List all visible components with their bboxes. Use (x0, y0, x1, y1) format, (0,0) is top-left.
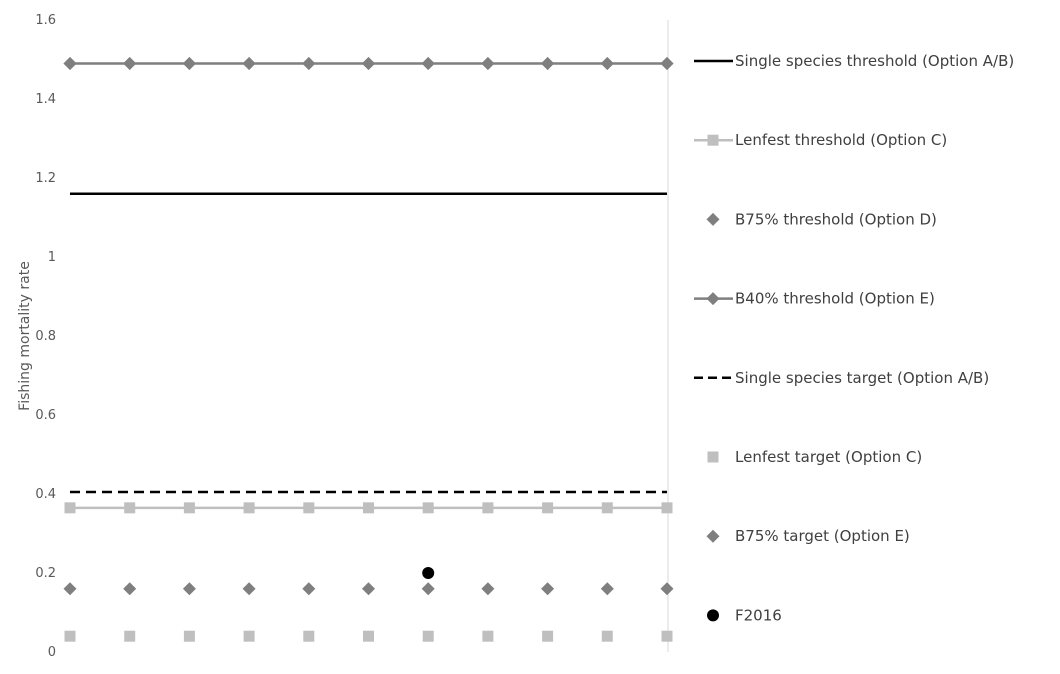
data-point (601, 502, 613, 514)
legend-label: Lenfest threshold (Option C) (735, 131, 947, 149)
data-point (124, 630, 136, 642)
data-point (182, 582, 196, 596)
legend-item: Lenfest target (Option C) (707, 448, 922, 466)
y-tick-label: 1 (48, 250, 56, 265)
series-1 (64, 502, 673, 514)
data-point (422, 567, 435, 579)
data-point (482, 502, 494, 514)
data-point (242, 582, 256, 596)
legend-item: B75% target (Option E) (706, 527, 910, 545)
data-point (243, 630, 255, 642)
y-tick-label: 0.2 (35, 566, 56, 581)
y-axis-ticks: 0 0.2 0.4 0.6 0.8 1 1.2 1.4 1.6 (35, 13, 56, 660)
data-point (482, 630, 494, 642)
y-axis-title: Fishing mortality rate (17, 261, 33, 411)
data-point (64, 502, 76, 514)
legend-key-marker (706, 529, 720, 543)
data-point (63, 56, 77, 70)
data-point (660, 582, 674, 596)
data-point (363, 502, 374, 514)
legend-label: Lenfest target (Option C) (735, 448, 922, 466)
data-point (600, 582, 614, 596)
legend-label: Single species target (Option A/B) (735, 369, 989, 387)
data-point (541, 56, 555, 70)
legend-label: B75% threshold (Option D) (735, 210, 937, 228)
data-point (542, 630, 554, 642)
data-point (481, 56, 495, 70)
data-point (422, 630, 434, 642)
legend-label: B75% target (Option E) (735, 527, 910, 545)
data-point (64, 630, 76, 642)
data-point (362, 582, 375, 596)
y-tick-label: 0.4 (35, 487, 56, 502)
series-3 (63, 56, 674, 70)
series-6 (63, 582, 674, 596)
data-point (661, 630, 673, 642)
legend-item: F2016 (707, 606, 782, 624)
data-point (421, 582, 435, 596)
y-tick-label: 1.2 (35, 171, 56, 186)
y-tick-label: 0.6 (35, 408, 56, 423)
data-point (660, 56, 674, 70)
data-point (421, 56, 435, 70)
data-point (362, 56, 375, 70)
data-point (63, 582, 77, 596)
series-7 (422, 567, 435, 579)
data-point (302, 582, 316, 596)
legend-key-marker (706, 212, 720, 226)
legend-item: Lenfest threshold (Option C) (694, 131, 947, 149)
y-tick-label: 0.8 (35, 329, 56, 344)
data-point (542, 502, 554, 514)
data-point (661, 502, 673, 514)
data-point (303, 502, 315, 514)
data-point (303, 630, 315, 642)
legend-label: F2016 (735, 606, 782, 624)
legend-item: Single species threshold (Option A/B) (694, 52, 1014, 70)
data-point (601, 630, 613, 642)
data-point (541, 582, 555, 596)
data-point (182, 56, 196, 70)
legend-label: B40% threshold (Option E) (735, 290, 935, 308)
legend-item: B40% threshold (Option E) (694, 290, 935, 308)
data-point (183, 630, 195, 642)
data-point (123, 56, 137, 70)
legend-item: B75% threshold (Option D) (706, 210, 937, 228)
data-point (123, 582, 137, 596)
legend-key-marker (707, 134, 719, 146)
data-point (242, 56, 256, 70)
data-point (600, 56, 614, 70)
legend: Single species threshold (Option A/B) Len… (694, 52, 1014, 624)
series-5 (64, 630, 673, 642)
data-point (422, 502, 434, 514)
data-point (243, 502, 255, 514)
y-tick-label: 0 (48, 645, 56, 660)
legend-key-marker (707, 451, 719, 463)
data-point (481, 582, 495, 596)
legend-label: Single species threshold (Option A/B) (735, 52, 1014, 70)
data-point (363, 630, 374, 642)
data-point (124, 502, 136, 514)
legend-key-marker (707, 609, 719, 622)
data-point (183, 502, 195, 514)
chart-marks (63, 56, 674, 642)
legend-key-marker (706, 292, 720, 306)
data-point (302, 56, 316, 70)
y-tick-label: 1.4 (35, 92, 56, 107)
legend-item: Single species target (Option A/B) (694, 369, 989, 387)
y-tick-label: 1.6 (35, 13, 56, 28)
